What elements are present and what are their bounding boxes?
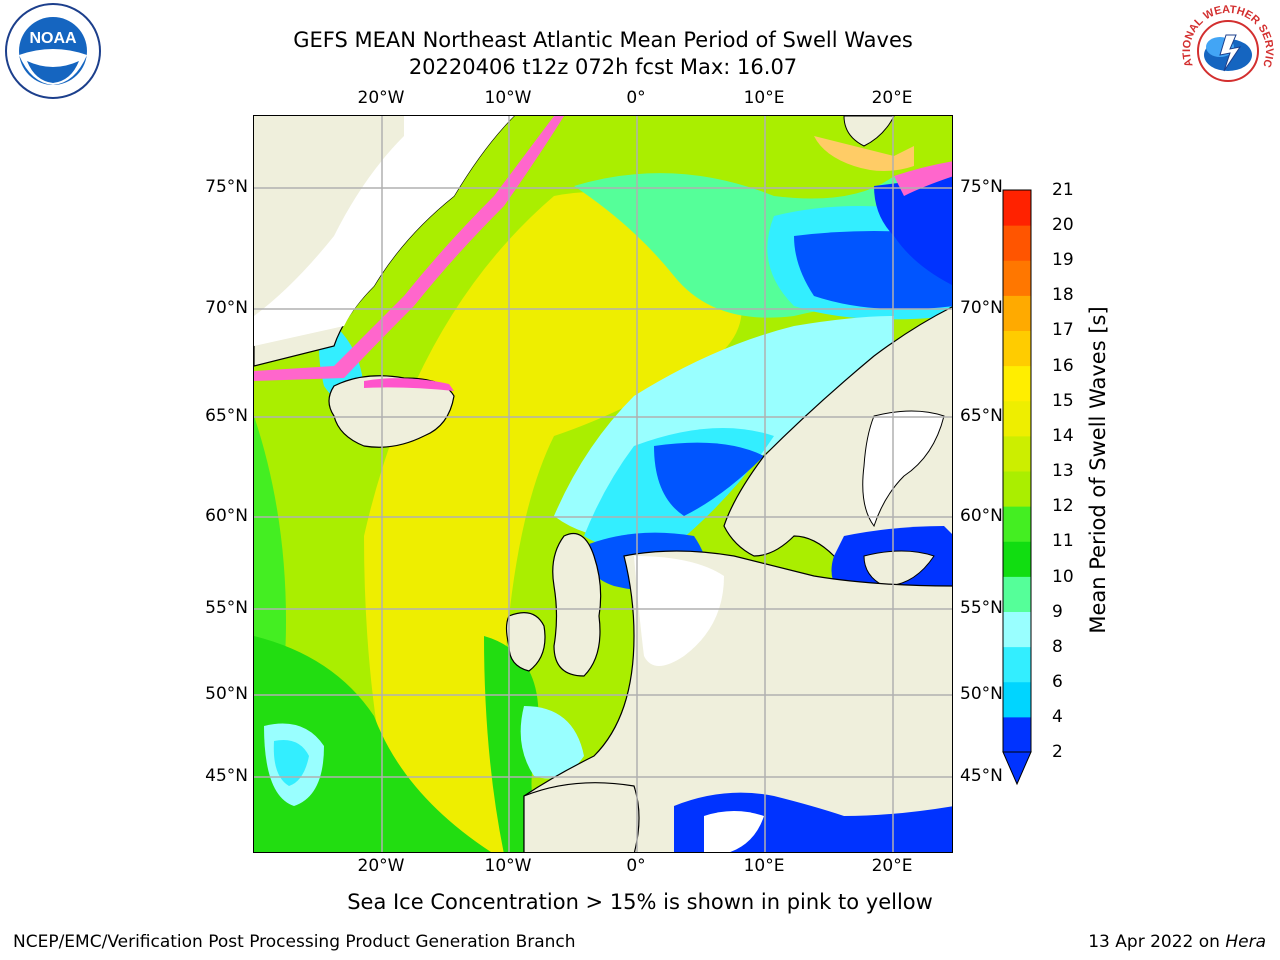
colorbar-tick-label: 2 <box>1052 742 1063 762</box>
iceland-land <box>328 375 455 448</box>
noaa-logo: NOAA <box>5 3 101 99</box>
mediterranean-sea <box>704 811 764 852</box>
colorbar-segment <box>1003 471 1031 507</box>
sea-ice-edge <box>364 378 454 391</box>
colorbar-tick-label: 11 <box>1052 531 1074 551</box>
colorbar-tick-label: 14 <box>1052 426 1074 446</box>
colorbar-segment <box>1003 541 1031 577</box>
nws-logo: NATIONAL WEATHER SERVICE <box>1176 0 1276 99</box>
swell-period-map <box>253 115 953 853</box>
lat-label-left: 65°N <box>205 406 248 426</box>
north-sea-masked <box>634 556 724 666</box>
colorbar-title: Mean Period of Swell Waves [s] <box>1086 306 1110 634</box>
colorbar-frame <box>1002 189 1032 753</box>
colorbar-segment <box>1003 716 1031 753</box>
map-canvas <box>254 116 952 852</box>
colorbar-segment <box>1003 646 1031 683</box>
colorbar-segment <box>1003 611 1031 648</box>
lat-label-right: 65°N <box>960 406 1003 426</box>
noaa-logo-text: NOAA <box>29 30 77 47</box>
lon-label-top: 10°W <box>484 88 532 108</box>
footer-credit: NCEP/EMC/Verification Post Processing Pr… <box>13 932 576 952</box>
colorbar-tick-label: 6 <box>1052 672 1063 692</box>
lat-label-left: 75°N <box>205 177 248 197</box>
colorbar-segment <box>1003 365 1031 402</box>
footer-host: Hera <box>1225 932 1266 952</box>
colorbar-segment <box>1003 295 1031 331</box>
ocean-field <box>254 636 492 852</box>
footer-date: 13 Apr 2022 on Hera <box>1088 932 1266 952</box>
colorbar-segment <box>1003 506 1031 542</box>
colorbar-segment <box>1003 435 1031 472</box>
ocean-field <box>484 636 553 852</box>
footer-date-text: 13 Apr 2022 on <box>1088 932 1226 952</box>
colorbar-tick-label: 20 <box>1052 215 1074 235</box>
lat-label-left: 55°N <box>205 598 248 618</box>
ireland-land <box>505 612 546 672</box>
colorbar-tick-label: 15 <box>1052 391 1074 411</box>
lon-label-top: 10°E <box>743 88 785 108</box>
colorbar-tick-label: 21 <box>1052 180 1074 200</box>
sea-ice-edge <box>814 136 914 171</box>
colorbar-tick-label: 12 <box>1052 496 1074 516</box>
sweden-south-land <box>863 550 935 587</box>
graticule <box>254 116 952 852</box>
lat-label-left: 50°N <box>205 684 248 704</box>
map-subtitle: 20220406 t12z 072h fcst Max: 16.07 <box>408 55 798 79</box>
ocean-field <box>520 706 584 779</box>
colorbar-svg <box>1002 189 1032 786</box>
lon-label-bottom: 10°E <box>743 856 785 876</box>
colorbar-tick-label: 4 <box>1052 707 1063 727</box>
lat-label-left: 70°N <box>205 298 248 318</box>
lat-label-right: 70°N <box>960 298 1003 318</box>
ocean-field <box>654 442 764 516</box>
colorbar-segment <box>1003 400 1031 437</box>
sea-ice-note: Sea Ice Concentration > 15% is shown in … <box>347 890 933 914</box>
map-title: GEFS MEAN Northeast Atlantic Mean Period… <box>293 28 913 52</box>
svalbard-land <box>843 116 895 147</box>
lat-label-right: 55°N <box>960 598 1003 618</box>
lat-label-right: 50°N <box>960 684 1003 704</box>
colorbar-segment <box>1003 576 1031 612</box>
colorbar-segment <box>1003 330 1031 367</box>
colorbar-tick-label: 13 <box>1052 461 1074 481</box>
lon-label-top: 20°E <box>871 88 913 108</box>
great-britain-land <box>552 532 602 677</box>
lat-label-right: 60°N <box>960 506 1003 526</box>
lat-label-left: 60°N <box>205 506 248 526</box>
colorbar-segment <box>1003 260 1031 296</box>
lon-label-bottom: 20°E <box>871 856 913 876</box>
colorbar-extend-arrow <box>1002 751 1032 786</box>
colorbar-tick-label: 16 <box>1052 356 1074 376</box>
colorbar-tick-label: 18 <box>1052 285 1074 305</box>
colorbar-tick-label: 8 <box>1052 637 1063 657</box>
ocean-field <box>364 192 742 852</box>
colorbar-segment <box>1003 681 1031 718</box>
lon-label-bottom: 10°W <box>484 856 532 876</box>
greenland-land <box>254 116 404 316</box>
colorbar <box>1000 187 1036 787</box>
colorbar-tick-label: 10 <box>1052 567 1074 587</box>
lon-label-top: 0° <box>626 88 646 108</box>
colorbar-tick-label: 9 <box>1052 602 1063 622</box>
colorbar-segment <box>1003 190 1031 226</box>
ocean-field <box>273 740 309 786</box>
lat-label-right: 75°N <box>960 177 1003 197</box>
iberia-land <box>523 782 640 852</box>
colorbar-segment <box>1003 225 1031 261</box>
colorbar-tick-label: 17 <box>1052 320 1074 340</box>
lon-label-bottom: 0° <box>626 856 646 876</box>
lon-label-top: 20°W <box>357 88 405 108</box>
gulf-of-bothnia <box>862 410 945 528</box>
colorbar-tick-label: 19 <box>1052 250 1074 270</box>
lon-label-bottom: 20°W <box>357 856 405 876</box>
lat-label-left: 45°N <box>205 766 248 786</box>
lat-label-right: 45°N <box>960 766 1003 786</box>
